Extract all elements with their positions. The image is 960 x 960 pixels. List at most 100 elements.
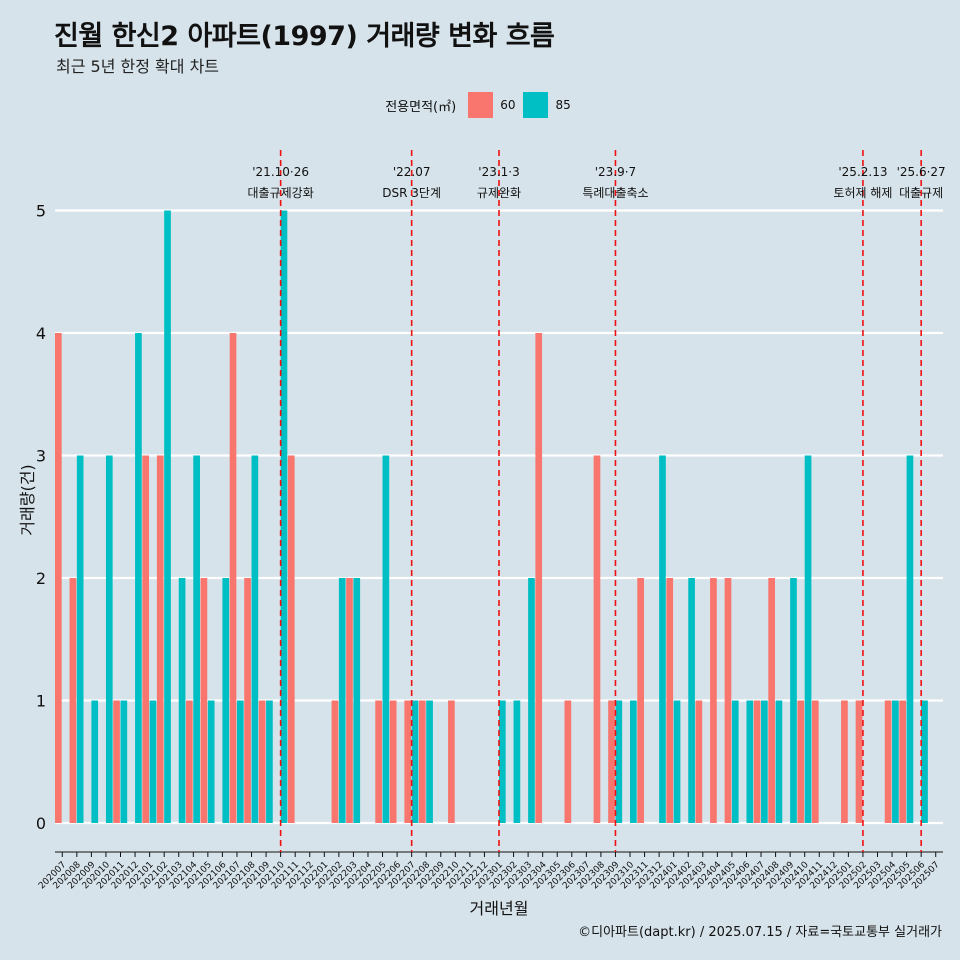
- bar-60-202411: [811, 700, 819, 823]
- bar-60-202404: [710, 578, 717, 823]
- bar-60-202207: [404, 700, 412, 823]
- bar-85-202106: [222, 578, 230, 823]
- bar-85-202504: [892, 700, 899, 823]
- bar-85-202310: [630, 700, 637, 823]
- policy-event-label: 토허제 해제: [833, 186, 892, 200]
- bar-85-202012: [135, 333, 142, 823]
- policy-event-label: 대출규제강화: [248, 186, 314, 200]
- y-tick-label: 2: [36, 569, 46, 588]
- bar-60-202104: [186, 700, 193, 823]
- bar-60-202405: [724, 578, 732, 823]
- bar-85-202408: [775, 700, 783, 823]
- bar-85-202506: [921, 700, 928, 823]
- policy-date-label: '23.1·3: [478, 165, 519, 179]
- bar-60-202108: [244, 578, 251, 823]
- bar-85-202402: [688, 578, 695, 823]
- bar-60-202408: [768, 578, 775, 823]
- bar-85-202110: [280, 210, 288, 823]
- bar-60-202401: [666, 578, 674, 823]
- bar-85-202103: [178, 578, 186, 823]
- bar-85-202203: [353, 578, 361, 823]
- bar-85-202009: [91, 700, 99, 823]
- bar-60-202210: [448, 700, 455, 823]
- y-tick-label: 1: [36, 692, 46, 711]
- bar-60-202107: [229, 333, 237, 823]
- bar-60-202109: [258, 700, 266, 823]
- bar-85-202309: [615, 700, 623, 823]
- bar-60-202105: [200, 578, 208, 823]
- bar-85-202409: [790, 578, 797, 823]
- bar-60-202309: [608, 700, 615, 823]
- policy-date-label: '22.07: [393, 165, 431, 179]
- bar-60-202111: [287, 455, 295, 823]
- bar-85-202105: [207, 700, 215, 823]
- bar-85-202205: [382, 455, 390, 823]
- bar-85-202102: [164, 210, 171, 823]
- bar-60-202101: [142, 455, 150, 823]
- y-axis-title: 거래량(건): [18, 464, 37, 535]
- bar-85-202107: [236, 700, 244, 823]
- bar-85-202410: [804, 455, 812, 823]
- legend: 전용면적(㎡) 60 85: [0, 92, 960, 118]
- bar-60-202203: [346, 578, 353, 823]
- bar-85-202101: [149, 700, 157, 823]
- bar-60-202206: [389, 700, 397, 823]
- policy-date-label: '25.2.13: [838, 165, 887, 179]
- bar-85-202008: [76, 455, 84, 823]
- bar-60-202304: [535, 333, 543, 823]
- bar-60-202505: [899, 700, 907, 823]
- x-axis-title: 거래년월: [470, 899, 529, 918]
- bar-60-202501: [841, 700, 848, 823]
- bar-60-202403: [695, 700, 703, 823]
- policy-date-label: '23.9·7: [595, 165, 636, 179]
- bar-85-202505: [906, 455, 914, 823]
- bar-60-202205: [375, 700, 382, 823]
- bar-85-202202: [338, 578, 346, 823]
- bar-85-202010: [105, 455, 113, 823]
- policy-date-label: '21.10·26: [252, 165, 309, 179]
- legend-swatch-60: [468, 92, 494, 118]
- bar-60-202504: [884, 700, 892, 823]
- bar-60-202502: [855, 700, 863, 823]
- bar-85-202405: [731, 700, 739, 823]
- bar-60-202311: [637, 578, 644, 823]
- bar-60-202011: [113, 700, 120, 823]
- y-tick-label: 3: [36, 447, 46, 466]
- bar-60-202410: [797, 700, 805, 823]
- bar-60-202407: [753, 700, 761, 823]
- bar-85-202301: [499, 700, 506, 823]
- bar-60-202102: [156, 455, 164, 823]
- policy-date-label: '25.6·27: [897, 165, 946, 179]
- bar-60-202007: [55, 333, 62, 823]
- bar-85-202208: [426, 700, 433, 823]
- bar-85-202406: [746, 700, 754, 823]
- legend-label-85: 85: [555, 98, 571, 112]
- legend-title: 전용면적(㎡): [385, 99, 457, 115]
- bar-85-202108: [251, 455, 259, 823]
- bar-85-202104: [193, 455, 200, 823]
- bar-60-202008: [69, 578, 77, 823]
- bar-85-202302: [513, 700, 521, 823]
- bar-60-202208: [418, 700, 426, 823]
- bar-85-202312: [659, 455, 666, 823]
- bar-85-202303: [528, 578, 535, 823]
- policy-event-label: DSR 3단계: [382, 186, 441, 200]
- bar-85-202207: [411, 700, 419, 823]
- policy-event-label: 대출규제: [899, 186, 943, 200]
- source-caption: ©디아파트(dapt.kr) / 2025.07.15 / 자료=국토교통부 실…: [578, 925, 942, 940]
- legend-label-60: 60: [500, 98, 516, 112]
- bar-85-202011: [120, 700, 128, 823]
- legend-swatch-85: [523, 92, 549, 118]
- bar-85-202401: [673, 700, 681, 823]
- y-tick-label: 0: [36, 814, 46, 833]
- bar-85-202109: [266, 700, 273, 823]
- bar-60-202202: [331, 700, 339, 823]
- bar-60-202306: [564, 700, 572, 823]
- bar-85-202407: [761, 700, 768, 823]
- bar-60-202308: [593, 455, 601, 823]
- policy-event-label: 규제완화: [477, 186, 521, 200]
- chart-subtitle: 최근 5년 한정 확대 차트: [56, 57, 220, 76]
- chart-title: 진월 한신2 아파트(1997) 거래량 변화 흐름: [54, 21, 555, 52]
- y-tick-label: 4: [36, 324, 46, 343]
